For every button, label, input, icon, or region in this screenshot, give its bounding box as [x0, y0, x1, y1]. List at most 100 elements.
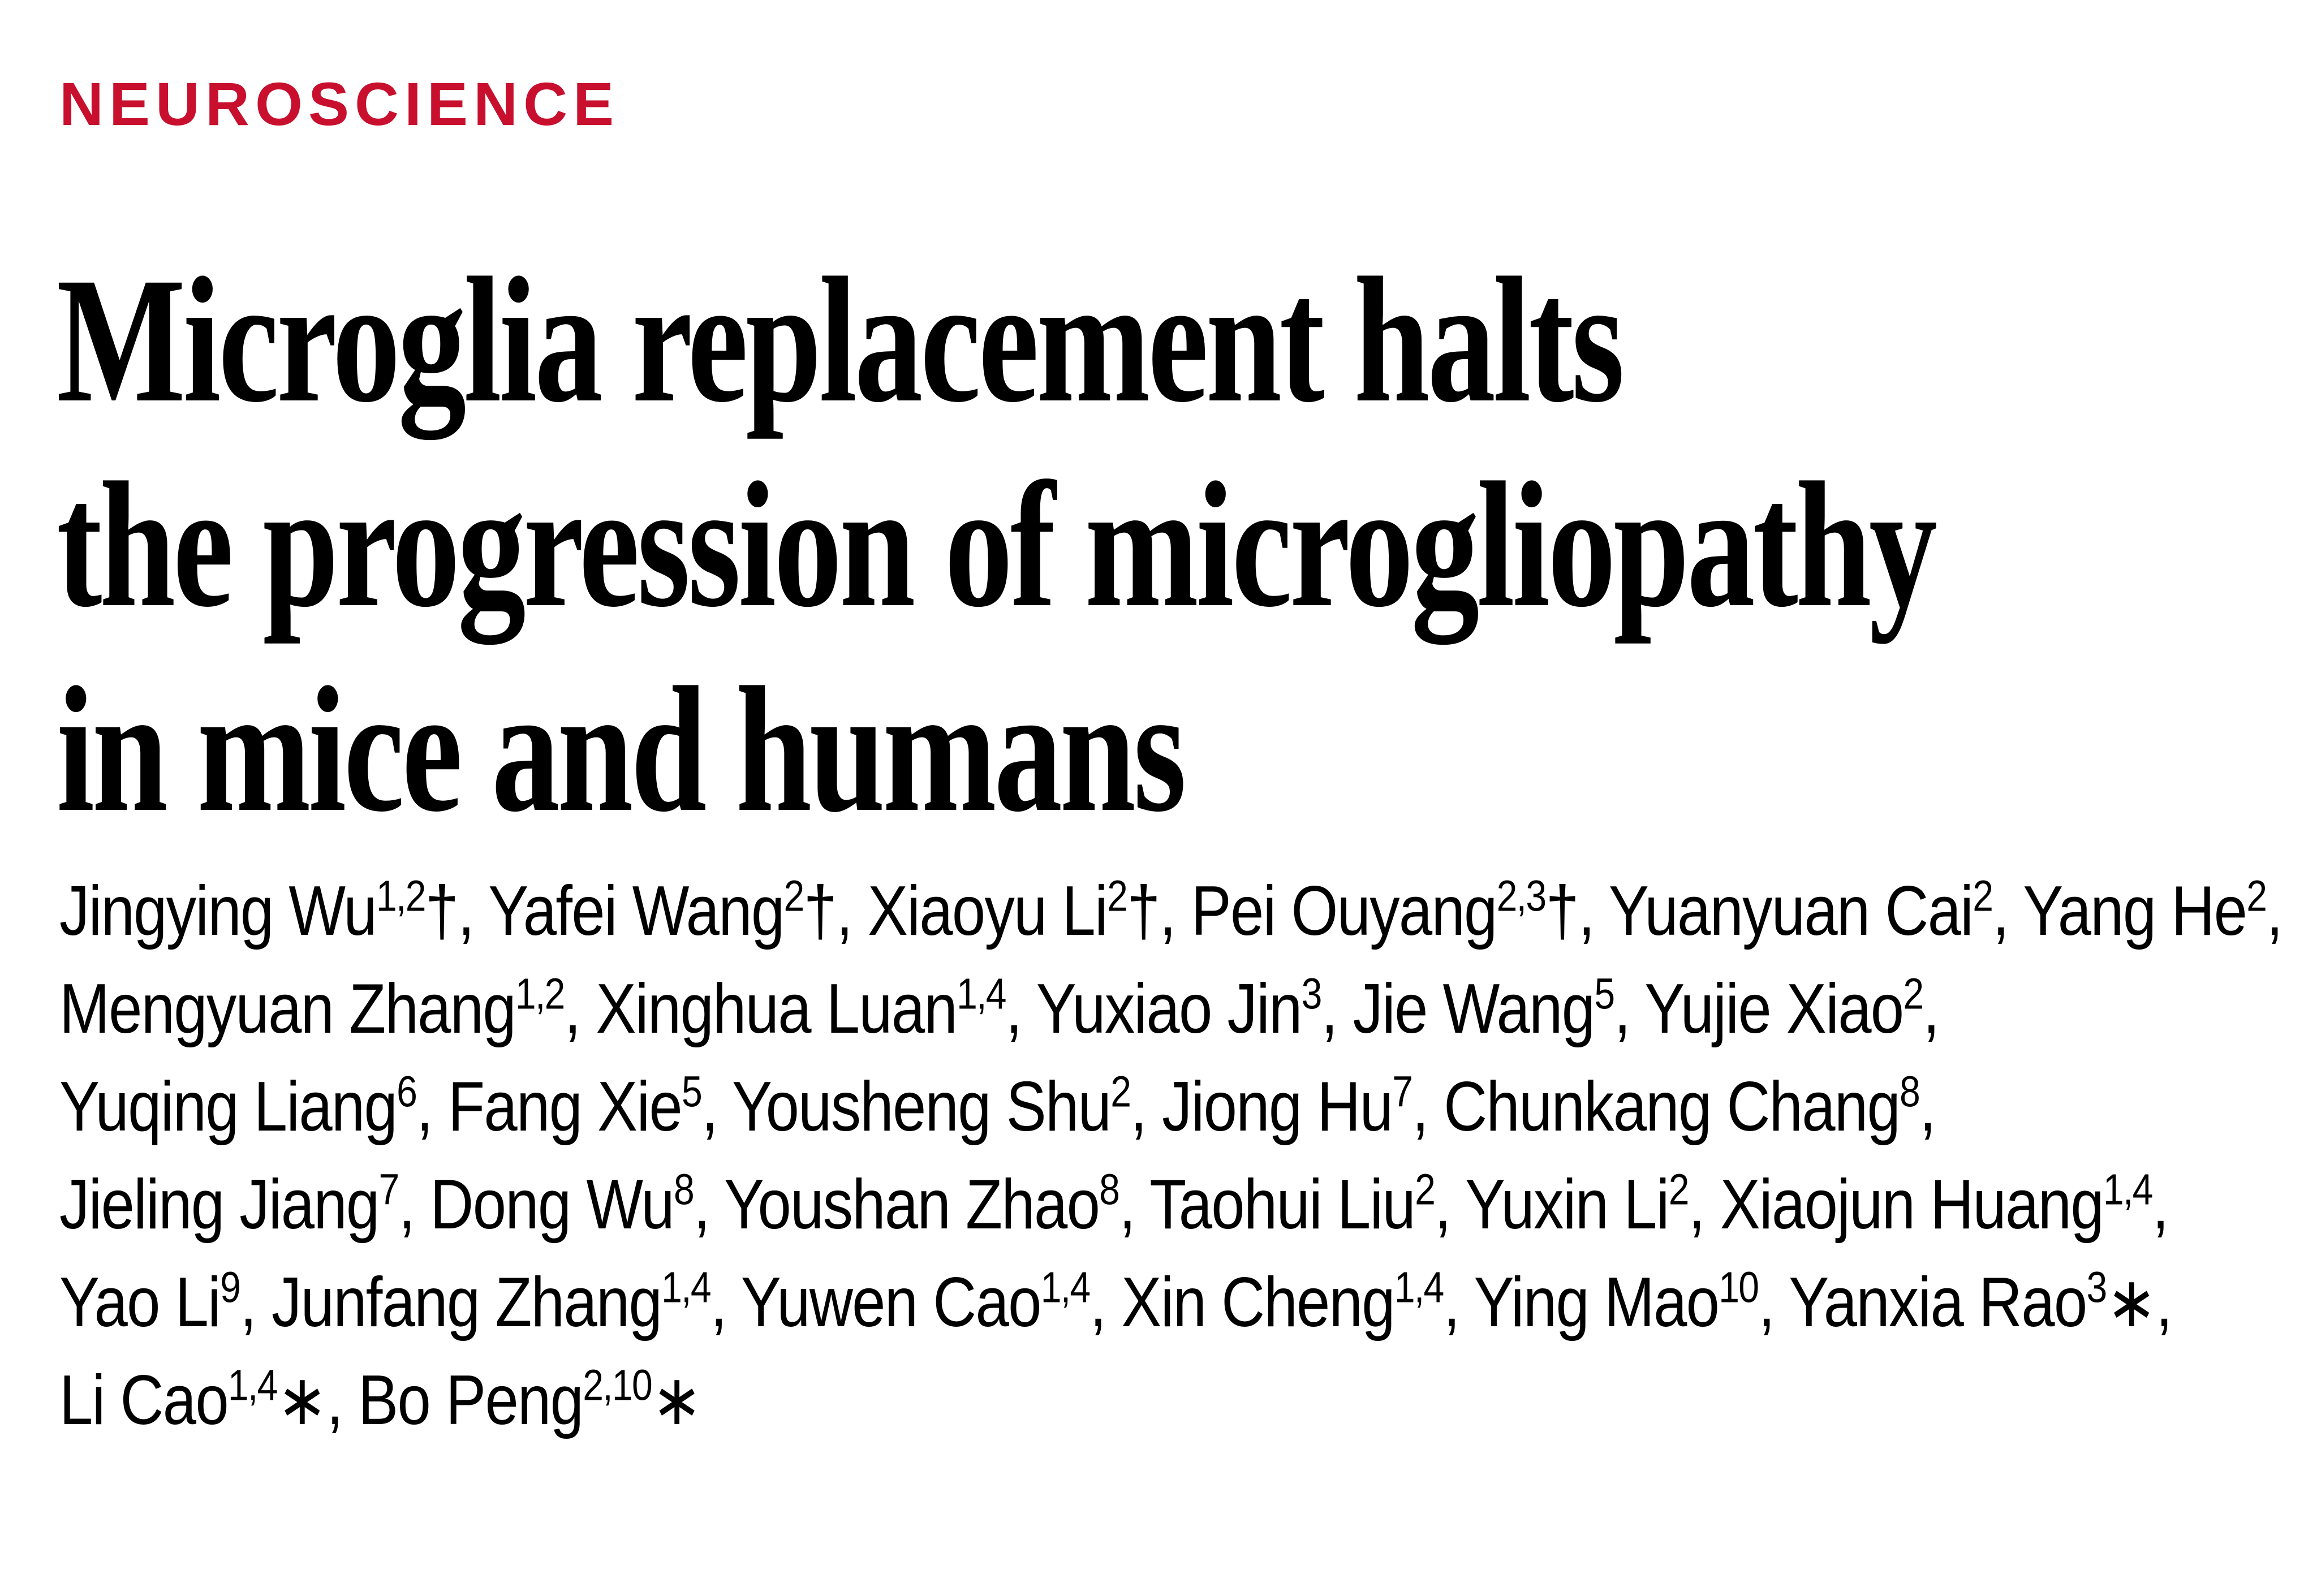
author: Xin Cheng1,4: [1121, 1263, 1474, 1341]
author-name: Yuxiao Jin: [1036, 970, 1303, 1048]
author: Yang He2: [2023, 872, 2282, 950]
affiliation-numbers: 3: [1301, 969, 1323, 1019]
author-name: Dong Wu: [430, 1166, 674, 1244]
author-superscript: 1,4: [661, 1263, 711, 1312]
affiliation-numbers: 1,4: [1040, 1263, 1091, 1312]
author: Yuxin Li2: [1465, 1166, 1720, 1244]
author: Yuxiao Jin3: [1036, 970, 1353, 1048]
author-superscript: 2: [1668, 1165, 1690, 1214]
author-name: Jiong Hu: [1162, 1068, 1393, 1146]
author-mark: ∗: [651, 1361, 702, 1439]
author: Yuwen Cao1,4: [741, 1263, 1122, 1341]
affiliation-numbers: 1,4: [957, 969, 1006, 1019]
author: Yafei Wang2†: [488, 872, 868, 950]
author: Mengyuan Zhang1,2: [59, 970, 596, 1048]
title-line: in mice and humans: [57, 650, 1186, 849]
author-superscript: 2: [1973, 872, 1993, 921]
author-mark: ∗: [277, 1361, 328, 1439]
author-superscript: 2: [1415, 1166, 1436, 1214]
affiliation-numbers: 2: [1110, 1067, 1131, 1116]
author-superscript: 7: [378, 1165, 400, 1214]
author-superscript: 1,4: [1394, 1263, 1444, 1312]
author: Li Cao1,4∗: [59, 1361, 358, 1439]
section-label: NEUROSCIENCE: [59, 70, 620, 138]
author-name: Xinghua Luan: [596, 970, 957, 1048]
affiliation-numbers: 1,2: [515, 969, 565, 1019]
author-name: Pei Ouyang: [1191, 872, 1498, 950]
author-name: Junfang Zhang: [272, 1263, 662, 1341]
author-mark: †: [1127, 872, 1160, 950]
author-name: Yujie Xiao: [1644, 970, 1904, 1048]
author: Jieling Jiang7: [59, 1166, 430, 1244]
author-name: Xiaojun Huang: [1720, 1166, 2104, 1244]
author-superscript: 10: [1719, 1263, 1759, 1312]
author-name: Xiaoyu Li: [867, 872, 1108, 950]
author: Junfang Zhang1,4: [272, 1263, 741, 1341]
affiliation-numbers: 1,4: [661, 1263, 711, 1312]
affiliation-numbers: 8: [1099, 1165, 1120, 1214]
author-name: Yuqing Liang: [59, 1068, 398, 1146]
affiliation-numbers: 3: [2086, 1263, 2107, 1312]
author-superscript: 1,4: [227, 1361, 278, 1410]
author-name: Chunkang Chang: [1444, 1068, 1901, 1146]
author-name: Li Cao: [59, 1361, 229, 1439]
author-superscript: 5: [682, 1068, 703, 1116]
author: Xiaojun Huang1,4: [1720, 1166, 2168, 1244]
author-superscript: 3: [1301, 969, 1323, 1019]
affiliation-numbers: 7: [1392, 1067, 1413, 1116]
author-name: Yafei Wang: [488, 872, 785, 950]
author-superscript: 7: [1392, 1067, 1413, 1116]
author-mark: †: [1545, 872, 1579, 950]
affiliation-numbers: 2: [1668, 1165, 1690, 1214]
author-name: Jieling Jiang: [59, 1166, 380, 1244]
author-superscript: 2: [783, 872, 804, 921]
author-superscript: 1,4: [2103, 1166, 2153, 1214]
author: Youshan Zhao8: [724, 1166, 1149, 1244]
author: Yanxia Rao3∗: [1789, 1263, 2172, 1341]
author-superscript: 9: [220, 1263, 241, 1312]
author-name: Xin Cheng: [1121, 1263, 1395, 1341]
author: Chunkang Chang8: [1444, 1068, 1935, 1146]
author-superscript: 1,2: [515, 970, 565, 1019]
author: Jie Wang5: [1353, 970, 1644, 1048]
affiliation-numbers: 7: [378, 1165, 400, 1214]
author-superscript: 8: [1099, 1165, 1120, 1214]
author-name: Youshan Zhao: [724, 1166, 1100, 1244]
affiliation-numbers: 2: [1903, 969, 1924, 1019]
author-mark: ∗: [2106, 1263, 2157, 1341]
author-superscript: 5: [1594, 969, 1615, 1019]
title-line: the progression of microgliopathy: [57, 445, 1937, 644]
author: Jingying Wu1,2†: [59, 872, 488, 950]
author: Taohui Liu2: [1149, 1166, 1465, 1244]
author-name: Mengyuan Zhang: [59, 970, 516, 1048]
author: Xinghua Luan1,4: [596, 970, 1036, 1048]
affiliation-numbers: 2,10: [583, 1361, 652, 1410]
author: Jiong Hu7: [1162, 1068, 1444, 1146]
author-superscript: 1,2: [376, 872, 426, 921]
affiliation-numbers: 2: [1973, 872, 1993, 921]
author-superscript: 2: [1110, 1067, 1131, 1116]
affiliation-numbers: 5: [1594, 969, 1615, 1019]
author: Bo Peng2,10∗: [358, 1361, 702, 1439]
author: Yao Li9: [59, 1263, 272, 1341]
affiliation-numbers: 10: [1719, 1263, 1759, 1312]
author-name: Jie Wang: [1353, 970, 1595, 1048]
affiliation-numbers: 8: [1900, 1067, 1920, 1116]
author-superscript: 2,3: [1497, 872, 1547, 921]
author-name: Jingying Wu: [59, 872, 377, 950]
author-superscript: 8: [674, 1166, 695, 1214]
author: Dong Wu8: [430, 1166, 724, 1244]
author-name: Yuxin Li: [1465, 1166, 1669, 1244]
author-name: Yousheng Shu: [731, 1068, 1112, 1146]
author-name: Ying Mao: [1474, 1263, 1720, 1341]
author-list: Jingying Wu1,2† Yafei Wang2† Xiaoyu Li2†…: [59, 862, 2297, 1450]
affiliation-numbers: 2: [2246, 872, 2267, 921]
affiliation-numbers: 1,4: [227, 1361, 278, 1410]
author-name: Yang He: [2023, 872, 2247, 950]
affiliation-numbers: 1,4: [1394, 1263, 1444, 1312]
author-superscript: 6: [397, 1068, 417, 1116]
author-superscript: 2: [1903, 969, 1924, 1019]
author-name: Bo Peng: [358, 1361, 584, 1439]
author: Yuqing Liang6: [59, 1068, 448, 1146]
